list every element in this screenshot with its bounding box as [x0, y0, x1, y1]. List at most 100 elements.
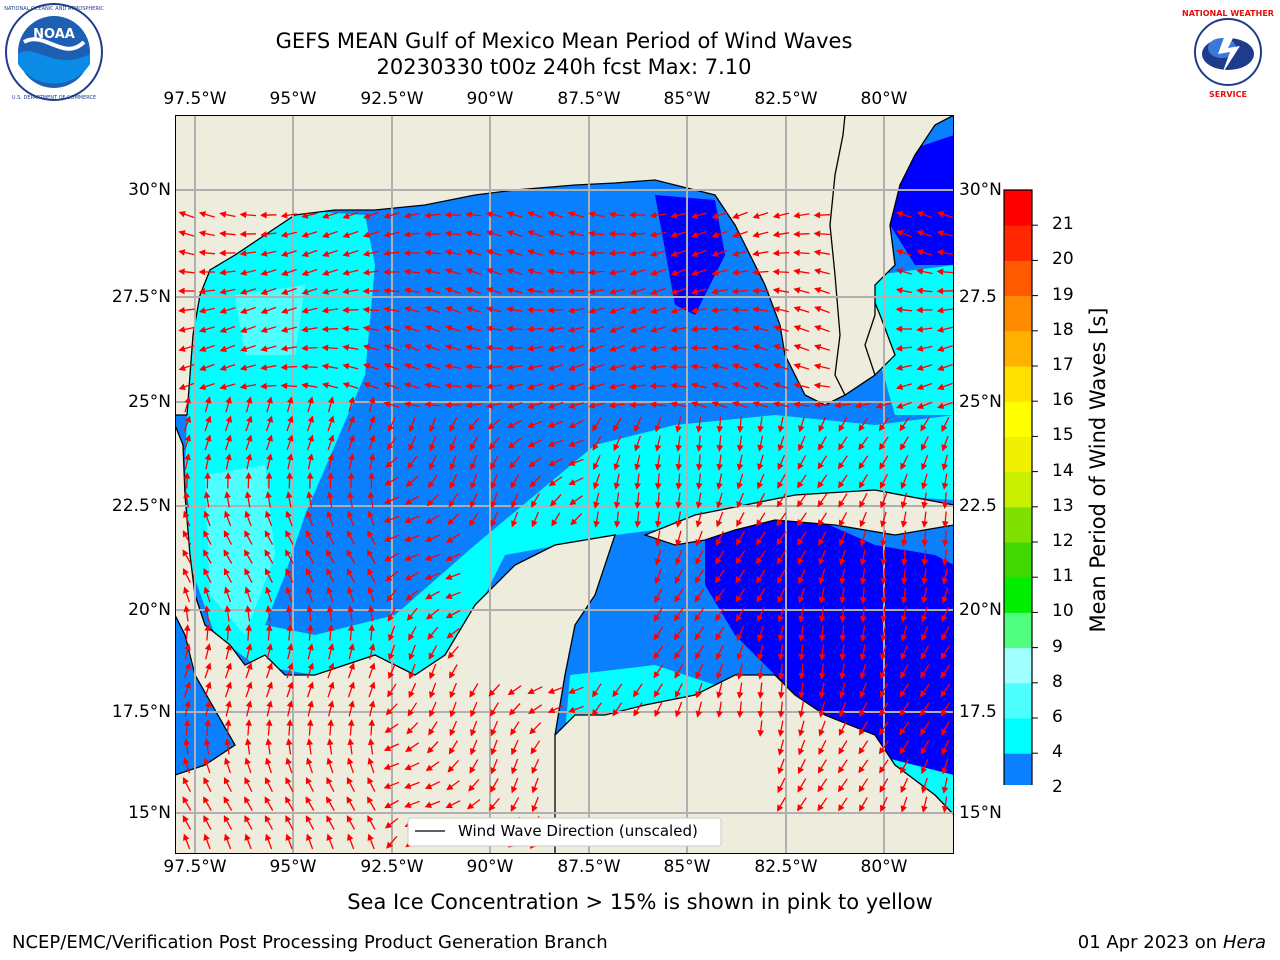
wave-direction-arrow [756, 569, 766, 584]
wave-direction-arrow [839, 606, 847, 623]
wave-direction-arrow [653, 645, 664, 660]
wave-direction-arrow [383, 363, 400, 371]
wave-direction-arrow [670, 401, 687, 408]
wave-direction-arrow [306, 415, 314, 432]
wave-direction-arrow [244, 757, 252, 774]
wave-direction-arrow [527, 420, 543, 428]
wave-direction-arrow [818, 568, 826, 585]
wave-direction-arrow [469, 759, 479, 774]
wave-direction-arrow [920, 436, 929, 451]
wave-direction-arrow [798, 625, 805, 642]
wave-direction-arrow [547, 420, 564, 428]
wave-direction-arrow [405, 589, 419, 601]
wave-direction-arrow [244, 491, 252, 508]
colorbar-tick-label: 13 [1052, 495, 1074, 516]
wave-direction-arrow [424, 800, 441, 808]
wave-direction-arrow [796, 512, 807, 527]
wave-direction-arrow [449, 473, 458, 490]
wave-direction-arrow [424, 534, 441, 542]
wave-direction-arrow [916, 345, 933, 352]
wave-direction-arrow [776, 531, 787, 546]
wave-direction-arrow [178, 363, 195, 371]
wave-direction-arrow [367, 568, 376, 583]
wave-direction-arrow [817, 493, 828, 508]
wave-direction-arrow [731, 287, 749, 295]
wave-direction-arrow [633, 683, 643, 698]
wave-direction-arrow [920, 417, 930, 432]
axis-tick-label: 85°W [663, 857, 711, 877]
gulf-map: Wind Wave Direction (unscaled) [175, 115, 954, 854]
wave-direction-arrow [654, 702, 663, 717]
wave-direction-arrow [346, 530, 356, 545]
wave-direction-arrow [670, 212, 687, 219]
wave-direction-arrow [445, 591, 461, 599]
axis-tick-label: 92.5°W [360, 89, 424, 109]
wave-direction-arrow [327, 434, 335, 451]
wave-direction-arrow [716, 454, 724, 471]
wave-direction-arrow [797, 474, 807, 489]
wave-direction-arrow [327, 472, 334, 489]
wave-direction-arrow [322, 249, 338, 257]
wave-direction-arrow [225, 396, 232, 413]
wave-direction-arrow [183, 586, 191, 603]
wave-direction-arrow [244, 510, 252, 527]
wave-direction-arrow [182, 568, 191, 583]
wave-direction-arrow [694, 588, 705, 603]
wave-direction-arrow [424, 249, 441, 257]
wave-direction-arrow [547, 705, 564, 713]
wave-direction-arrow [756, 473, 765, 490]
wave-direction-arrow [445, 287, 461, 295]
wave-direction-arrow [224, 681, 232, 698]
wave-direction-arrow [547, 249, 564, 256]
axis-tick-label: 87.5°W [557, 857, 621, 877]
wave-direction-arrow [465, 268, 482, 276]
wave-direction-arrow [649, 211, 667, 219]
wave-direction-arrow [306, 586, 314, 603]
wave-direction-arrow [772, 306, 789, 313]
wave-direction-arrow [204, 643, 212, 660]
axis-tick-label: 22.5°N [111, 496, 171, 516]
wave-direction-arrow [818, 682, 826, 699]
wave-direction-arrow [937, 211, 953, 219]
axis-tick-label: 80°W [860, 89, 908, 109]
wave-direction-arrow [757, 701, 765, 718]
wave-direction-arrow [879, 455, 889, 470]
wave-direction-arrow [405, 742, 420, 752]
wave-direction-arrow [942, 511, 949, 528]
wave-direction-arrow [428, 701, 437, 718]
wave-direction-arrow [670, 231, 687, 238]
wave-direction-arrow [654, 454, 662, 471]
wave-direction-arrow [613, 511, 621, 528]
wave-direction-arrow [777, 625, 785, 642]
wave-direction-arrow [342, 250, 359, 257]
wave-direction-arrow [445, 553, 461, 561]
wave-direction-arrow [506, 268, 523, 275]
colorbar-label: Mean Period of Wind Waves [s] [1086, 307, 1110, 633]
wave-direction-arrow [837, 455, 848, 470]
wave-direction-arrow [773, 382, 789, 389]
wave-direction-arrow [285, 738, 293, 755]
wave-direction-arrow [384, 799, 399, 809]
wave-direction-arrow [588, 402, 605, 409]
wave-direction-arrow [777, 663, 785, 680]
wave-direction-arrow [244, 549, 253, 564]
wave-direction-arrow [240, 325, 256, 333]
axis-tick-label: 30°N [128, 180, 171, 200]
wave-direction-arrow [184, 396, 191, 413]
wave-direction-arrow [818, 549, 826, 566]
wave-direction-arrow [858, 436, 869, 451]
wave-direction-arrow [547, 382, 564, 390]
wave-direction-arrow [367, 796, 376, 811]
wave-direction-arrow [445, 609, 461, 619]
wave-direction-arrow [286, 643, 294, 660]
wave-direction-arrow [674, 588, 684, 603]
wave-direction-arrow [223, 549, 233, 564]
wave-direction-arrow [347, 472, 355, 489]
wave-direction-arrow [916, 306, 933, 314]
wave-direction-arrow [326, 568, 335, 583]
wave-direction-arrow [383, 401, 400, 408]
wave-direction-arrow [797, 550, 807, 565]
wave-direction-arrow [880, 511, 887, 528]
wave-direction-arrow [326, 796, 335, 811]
wave-direction-arrow [588, 211, 605, 218]
